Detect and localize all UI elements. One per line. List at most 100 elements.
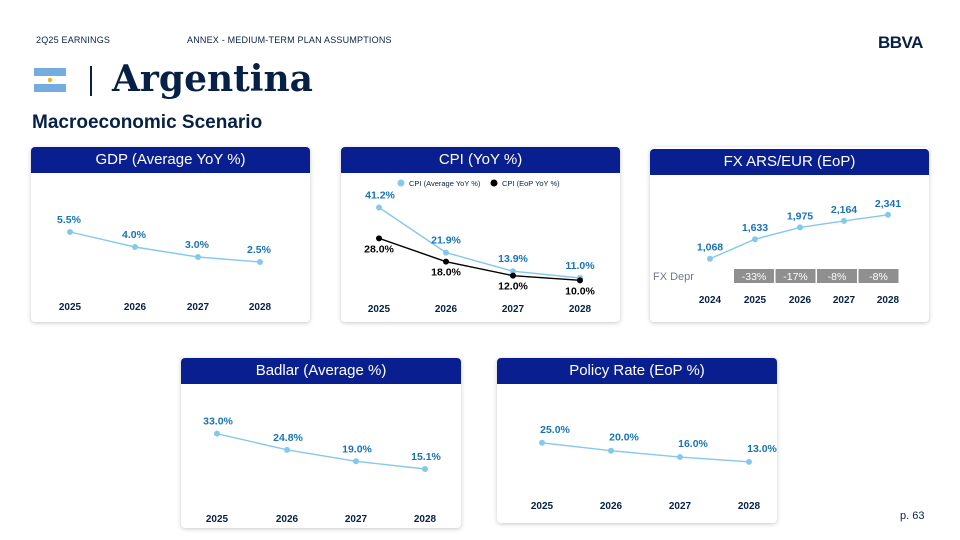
fx-depr-value-1: -17% bbox=[783, 271, 808, 283]
cpi-legend-avg-marker bbox=[397, 179, 405, 187]
cpi-panel: CPI (YoY %) CPI (Average YoY %) CPI (EoP … bbox=[341, 147, 620, 322]
gdp-panel: GDP (Average YoY %) 5.5% 4.0% 3.0% 2.5% 2025… bbox=[31, 147, 310, 322]
fx-depr-value-0: -33% bbox=[742, 271, 767, 283]
title-divider bbox=[90, 66, 92, 96]
policy-tick-0: 2025 bbox=[531, 501, 554, 512]
policy-series-0-line bbox=[541, 442, 750, 463]
policy-series-0-point-0 bbox=[539, 439, 545, 446]
fx-series-0-label-3: 2,164 bbox=[831, 204, 857, 216]
cpi-legend-eop-marker bbox=[490, 179, 498, 187]
fx-depr-box-0 bbox=[734, 269, 774, 283]
cpi-series-0-line bbox=[378, 206, 581, 279]
page-subtitle: Macroeconomic Scenario bbox=[32, 112, 263, 133]
cpi-title: CPI (YoY %) bbox=[341, 147, 620, 173]
gdp-series-0-point-1 bbox=[132, 244, 138, 250]
page-number: p. 63 bbox=[900, 510, 925, 522]
fx-tick-4: 2028 bbox=[877, 295, 900, 306]
badlar-tick-3: 2028 bbox=[414, 514, 437, 525]
policy-series-0-label-3: 13.0% bbox=[747, 443, 777, 455]
argentina-flag-icon bbox=[34, 68, 66, 92]
cpi-series-0-label-1: 21.9% bbox=[431, 235, 461, 247]
fx-series-0-label-0: 1,068 bbox=[697, 242, 723, 254]
page-title: Argentina bbox=[112, 58, 313, 100]
cpi-legend-eop-label: CPI (EoP YoY %) bbox=[502, 179, 560, 188]
badlar-series-0-line bbox=[216, 432, 426, 470]
cpi-series-1-point-0 bbox=[376, 235, 382, 242]
cpi-tick-3: 2028 bbox=[569, 304, 592, 315]
badlar-title: Badlar (Average %) bbox=[181, 358, 461, 384]
badlar-tick-2: 2027 bbox=[345, 514, 368, 525]
gdp-series-0-label-0: 5.5% bbox=[57, 214, 82, 226]
cpi-series-0-point-2 bbox=[510, 268, 516, 275]
badlar-tick-1: 2026 bbox=[276, 514, 299, 525]
gdp-tick-2: 2027 bbox=[187, 302, 210, 313]
gdp-series-0-label-3: 2.5% bbox=[247, 244, 272, 256]
fx-depr-value-3: -8% bbox=[869, 271, 888, 283]
cpi-series-1-point-1 bbox=[443, 258, 449, 265]
cpi-series-0-label-2: 13.9% bbox=[498, 253, 528, 265]
policy-series-0-point-3 bbox=[746, 458, 752, 465]
gdp-tick-1: 2026 bbox=[124, 302, 147, 313]
cpi-series-1-label-2: 12.0% bbox=[498, 281, 528, 293]
policy-tick-3: 2028 bbox=[738, 501, 761, 512]
cpi-tick-2: 2027 bbox=[502, 304, 525, 315]
badlar-panel: Badlar (Average %) 33.0% 24.8% 19.0% 15.1% 2… bbox=[181, 358, 461, 528]
fx-depr-box-2 bbox=[817, 269, 857, 283]
gdp-chart: 5.5% 4.0% 3.0% 2.5% 2025 2026 2027 2028 bbox=[57, 214, 272, 313]
gdp-tick-3: 2028 bbox=[249, 302, 272, 313]
cpi-legend-avg-label: CPI (Average YoY %) bbox=[409, 179, 481, 188]
cpi-series-1-label-3: 10.0% bbox=[565, 285, 595, 297]
policy-tick-1: 2026 bbox=[600, 501, 623, 512]
badlar-series-0-point-2 bbox=[353, 458, 359, 465]
gdp-series-0-point-3 bbox=[257, 259, 263, 265]
badlar-series-0-point-1 bbox=[284, 446, 290, 453]
fx-series-0-point-2 bbox=[797, 224, 803, 231]
cpi-series-1-point-3 bbox=[577, 277, 583, 284]
fx-depr-box-1 bbox=[775, 269, 816, 283]
fx-tick-1: 2025 bbox=[744, 295, 767, 306]
fx-depr-label: FX Depr bbox=[653, 271, 694, 283]
gdp-series-0-label-2: 3.0% bbox=[185, 239, 210, 251]
fx-series-0-label-4: 2,341 bbox=[875, 198, 901, 210]
badlar-series-0-label-1: 24.8% bbox=[273, 432, 303, 444]
fx-series-0-label-1: 1,633 bbox=[742, 222, 768, 234]
policy-series-0-label-0: 25.0% bbox=[540, 424, 570, 436]
section-label: 2Q25 EARNINGS bbox=[36, 35, 111, 45]
fx-series-0-label-2: 1,975 bbox=[787, 210, 813, 222]
badlar-series-0-point-0 bbox=[214, 430, 220, 437]
cpi-series-0-point-0 bbox=[376, 204, 382, 211]
gdp-tick-0: 2025 bbox=[59, 302, 82, 313]
policy-tick-2: 2027 bbox=[669, 501, 692, 512]
badlar-tick-0: 2025 bbox=[206, 514, 229, 525]
cpi-series-1-point-2 bbox=[510, 272, 516, 279]
policy-panel: Policy Rate (EoP %) 25.0% 20.0% 16.0% 13.0%… bbox=[497, 358, 777, 523]
fx-depr-value-2: -8% bbox=[828, 271, 847, 283]
cpi-series-1-label-1: 18.0% bbox=[431, 267, 461, 279]
badlar-series-0-point-3 bbox=[422, 466, 428, 473]
cpi-chart: CPI (Average YoY %) CPI (EoP YoY %) 41.2% 2… bbox=[364, 179, 595, 315]
gdp-series-0-line bbox=[69, 231, 261, 263]
annex-label: ANNEX - MEDIUM-TERM PLAN ASSUMPTIONS bbox=[187, 35, 392, 45]
fx-tick-0: 2024 bbox=[699, 295, 722, 306]
fx-chart: 1,068 1,633 1,975 2,164 2,341 FX Depr -33% -17%… bbox=[653, 198, 901, 306]
policy-series-0-point-1 bbox=[608, 447, 614, 454]
badlar-chart: 33.0% 24.8% 19.0% 15.1% 2025 2026 2027 2028 bbox=[203, 416, 441, 525]
policy-title: Policy Rate (EoP %) bbox=[497, 358, 777, 384]
gdp-series-0-point-0 bbox=[67, 229, 73, 235]
badlar-series-0-label-0: 33.0% bbox=[203, 416, 233, 428]
cpi-tick-1: 2026 bbox=[435, 304, 458, 315]
badlar-series-0-label-2: 19.0% bbox=[342, 443, 372, 455]
fx-tick-3: 2027 bbox=[833, 295, 856, 306]
fx-panel: FX ARS/EUR (EoP) 1,068 1,633 1,975 2,164 2,3… bbox=[650, 147, 929, 322]
fx-series-0-point-0 bbox=[707, 255, 713, 262]
policy-series-0-point-2 bbox=[677, 454, 683, 461]
bbva-logo: BBVA bbox=[878, 33, 923, 52]
gdp-series-0-point-2 bbox=[195, 254, 201, 260]
cpi-series-0-point-1 bbox=[443, 249, 449, 256]
gdp-title: GDP (Average YoY %) bbox=[31, 147, 310, 173]
gdp-series-0-label-1: 4.0% bbox=[122, 229, 147, 241]
fx-series-0-point-1 bbox=[752, 236, 758, 243]
fx-series-0-point-4 bbox=[885, 211, 891, 218]
cpi-series-0-label-3: 11.0% bbox=[565, 260, 595, 272]
fx-depr-box-3 bbox=[858, 269, 899, 283]
